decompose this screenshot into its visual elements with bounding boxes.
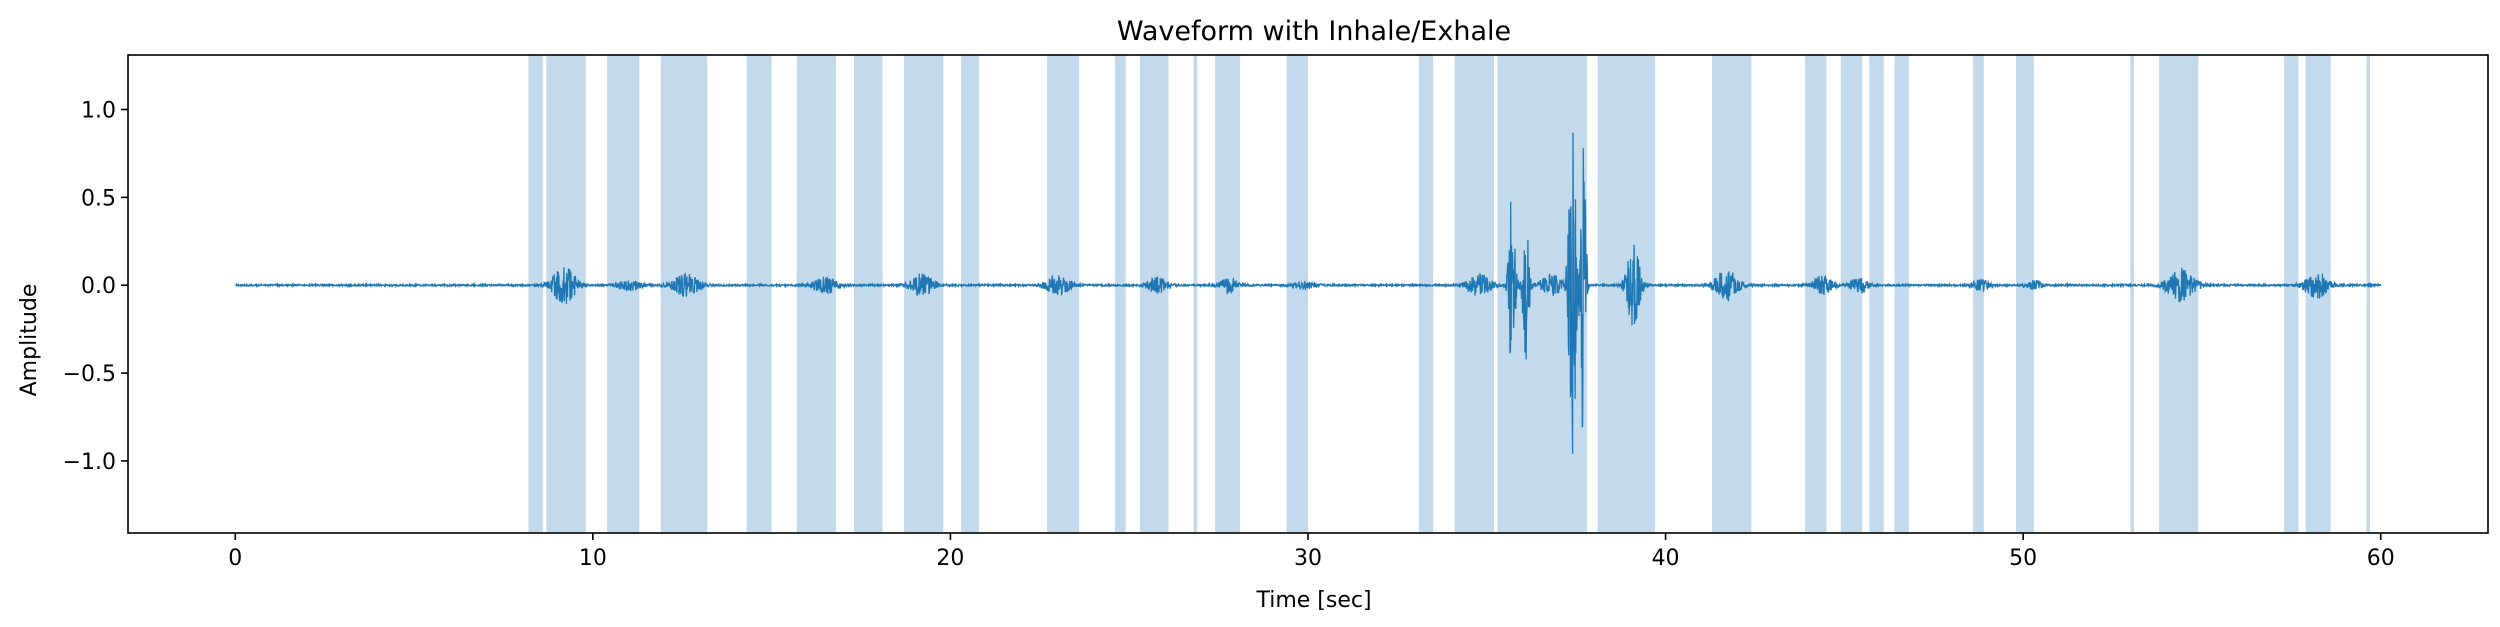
y-axis: −1.0 −0.5 0.0 0.5 1.0 — [63, 98, 128, 475]
breath-span-22 — [1869, 55, 1884, 533]
breath-span-28 — [2284, 55, 2299, 533]
breath-span-20 — [1805, 55, 1827, 533]
x-tick-label-0: 0 — [228, 546, 242, 571]
y-tick-label-3: 0.5 — [81, 186, 116, 211]
waveform-series — [235, 132, 2382, 454]
breath-span-4 — [746, 55, 772, 533]
y-axis-title: Amplitude — [17, 284, 42, 397]
breath-span-23 — [1894, 55, 1909, 533]
breath-span-14 — [1286, 55, 1308, 533]
breath-span-6 — [853, 55, 883, 533]
breath-span-16 — [1454, 55, 1494, 533]
x-axis: 0 10 20 30 40 50 60 — [228, 533, 2395, 571]
breath-span-25 — [2016, 55, 2034, 533]
y-tick-label-2: 0.0 — [81, 274, 116, 299]
x-axis-title: Time [sec] — [1255, 588, 1371, 613]
x-tick-label-60: 60 — [2367, 546, 2395, 571]
x-tick-label-50: 50 — [2009, 546, 2037, 571]
breath-span-24 — [1973, 55, 1984, 533]
breath-span-19 — [1712, 55, 1752, 533]
breath-span-11 — [1139, 55, 1169, 533]
waveform-line — [235, 132, 2382, 454]
breath-span-9 — [1046, 55, 1080, 533]
x-tick-label-10: 10 — [579, 546, 607, 571]
breath-span-12 — [1193, 55, 1198, 533]
breath-span-26 — [2130, 55, 2134, 533]
breath-span-8 — [961, 55, 980, 533]
breath-span-5 — [796, 55, 836, 533]
y-tick-label-0: −1.0 — [63, 450, 116, 475]
breath-span-21 — [1840, 55, 1863, 533]
breath-span-2 — [607, 55, 640, 533]
x-tick-label-20: 20 — [936, 546, 964, 571]
breath-span-10 — [1114, 55, 1126, 533]
y-tick-label-1: −0.5 — [63, 362, 116, 387]
y-tick-label-4: 1.0 — [81, 98, 116, 123]
breath-span-15 — [1418, 55, 1434, 533]
chart-title: Waveform with Inhale/Exhale — [1117, 16, 1511, 47]
breath-span-30 — [2366, 55, 2370, 533]
breath-spans — [528, 55, 2370, 533]
x-tick-label-40: 40 — [1652, 546, 1680, 571]
breath-span-0 — [528, 55, 543, 533]
x-tick-label-30: 30 — [1294, 546, 1322, 571]
